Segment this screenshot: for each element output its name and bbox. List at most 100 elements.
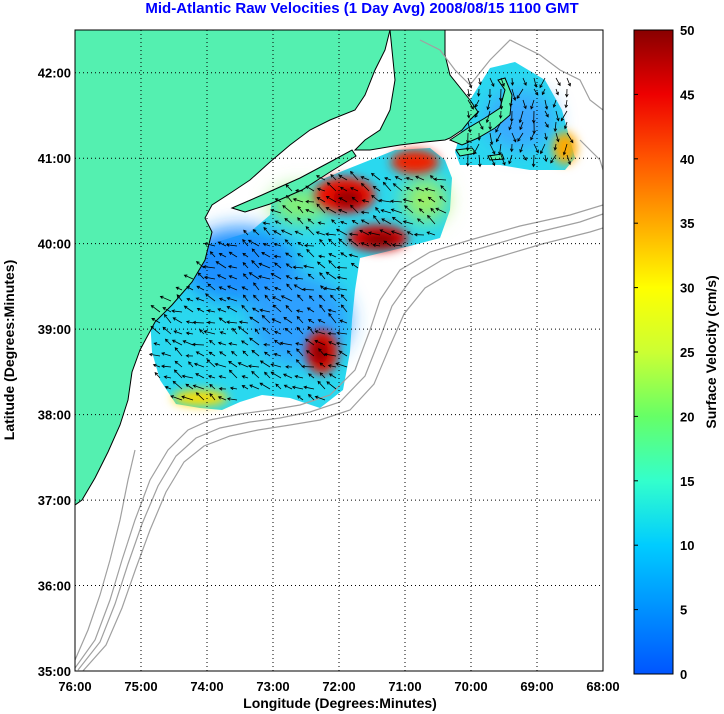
- colorbar-tick-label: 35: [680, 216, 694, 231]
- velocity-arrow: [274, 286, 282, 291]
- velocity-arrow: [295, 359, 304, 368]
- velocity-arrow: [498, 143, 502, 156]
- velocity-arrow: [273, 352, 282, 357]
- velocity-arrow: [485, 110, 491, 124]
- velocity-arrow: [262, 327, 271, 335]
- y-tick-label: 41:00: [38, 151, 71, 166]
- velocity-arrow: [306, 248, 315, 258]
- x-tick-label: 69:00: [520, 679, 553, 694]
- velocity-arrow: [541, 88, 546, 96]
- velocity-arrow: [511, 132, 517, 143]
- velocity-arrow: [384, 177, 392, 181]
- velocity-arrow: [466, 132, 470, 144]
- velocity-arrow: [430, 207, 436, 214]
- velocity-arrow: [225, 243, 238, 247]
- velocity-arrow: [314, 395, 326, 401]
- velocity-arrow: [328, 238, 337, 247]
- contour-coast: [75, 449, 136, 661]
- velocity-arrow: [533, 88, 539, 96]
- velocity-arrow: [241, 385, 249, 390]
- velocity-arrow: [297, 294, 304, 302]
- land-mass: [75, 30, 513, 506]
- velocity-arrow: [348, 232, 359, 237]
- velocity-arrow: [170, 395, 183, 401]
- velocity-arrow: [199, 329, 205, 335]
- colorbar-tick-label: 40: [680, 152, 694, 167]
- velocity-arrow: [566, 154, 572, 166]
- velocity-arrow: [474, 99, 480, 108]
- velocity-arrow: [164, 338, 172, 346]
- velocity-arrow: [394, 176, 403, 181]
- chart-title: Mid-Atlantic Raw Velocities (1 Day Avg) …: [145, 0, 579, 17]
- mainland: [75, 30, 391, 506]
- y-tick-label: 39:00: [38, 322, 71, 337]
- velocity-arrow: [382, 181, 392, 192]
- velocity-arrow: [338, 197, 348, 203]
- velocity-arrow: [203, 275, 216, 280]
- velocity-arrow: [478, 154, 482, 168]
- velocity-arrow: [499, 99, 504, 110]
- velocity-arrow: [181, 374, 194, 379]
- high-speed-core-3: [312, 340, 328, 364]
- velocity-arrow: [340, 252, 348, 258]
- velocity-arrow: [307, 218, 315, 225]
- plot-frame: [74, 29, 604, 672]
- velocity-arrow: [292, 198, 304, 203]
- velocity-arrow: [478, 77, 482, 86]
- velocity-arrow: [517, 132, 524, 142]
- velocity-arrow: [319, 304, 326, 313]
- velocity-arrow: [402, 220, 414, 225]
- velocity-arrow: [417, 198, 425, 203]
- velocity-arrow: [209, 339, 216, 346]
- velocity-arrow: [185, 354, 194, 358]
- velocity-arrow: [206, 320, 216, 325]
- velocity-arrow: [297, 253, 304, 258]
- velocity-arrow: [375, 206, 381, 214]
- velocity-arrow: [193, 362, 205, 368]
- contour-gom: [419, 39, 603, 111]
- velocity-arrow: [335, 362, 348, 368]
- velocity-arrow: [327, 364, 337, 368]
- velocity-arrow: [424, 187, 436, 192]
- velocity-arrow: [162, 307, 172, 313]
- velocity-arrow: [370, 172, 381, 181]
- velocity-arrow: [251, 370, 260, 379]
- velocity-arrow: [316, 203, 326, 214]
- velocity-arrow: [511, 88, 517, 101]
- velocity-arrow: [338, 208, 348, 214]
- velocity-arrow: [308, 373, 315, 379]
- velocity-arrow: [351, 220, 359, 225]
- y-tick-label: 36:00: [38, 579, 71, 594]
- velocity-arrow: [489, 132, 494, 146]
- velocity-arrow: [237, 326, 249, 335]
- velocity-arrow: [286, 194, 293, 203]
- velocity-arrow: [240, 340, 249, 346]
- velocity-arrow: [151, 317, 161, 324]
- velocity-arrow: [327, 331, 337, 336]
- velocity-arrow: [328, 253, 337, 258]
- velocity-arrow: [242, 239, 249, 247]
- velocity-arrow: [242, 294, 249, 302]
- velocity-arrow: [467, 121, 472, 133]
- velocity-arrow: [498, 88, 503, 102]
- velocity-arrow: [351, 196, 359, 203]
- velocity-arrow: [262, 242, 271, 247]
- velocity-arrow: [544, 121, 549, 128]
- x-tick-label: 73:00: [256, 679, 289, 694]
- velocity-arrow: [325, 207, 337, 214]
- velocity-arrow: [186, 297, 194, 302]
- velocity-arrow: [273, 242, 282, 247]
- velocity-arrow: [379, 229, 392, 236]
- velocity-arrow: [391, 216, 403, 225]
- velocity-arrow: [544, 110, 549, 118]
- velocity-arrow: [380, 209, 392, 214]
- velocity-arrow: [544, 154, 548, 163]
- velocity-arrow: [297, 217, 304, 225]
- colorbar-tick-label: 5: [680, 603, 687, 618]
- velocity-arrow: [325, 232, 337, 236]
- velocity-arrow: [247, 364, 260, 368]
- velocity-arrow: [510, 77, 515, 86]
- velocity-arrow: [317, 319, 326, 324]
- velocity-arrow: [500, 154, 506, 166]
- velocity-arrow: [301, 364, 315, 369]
